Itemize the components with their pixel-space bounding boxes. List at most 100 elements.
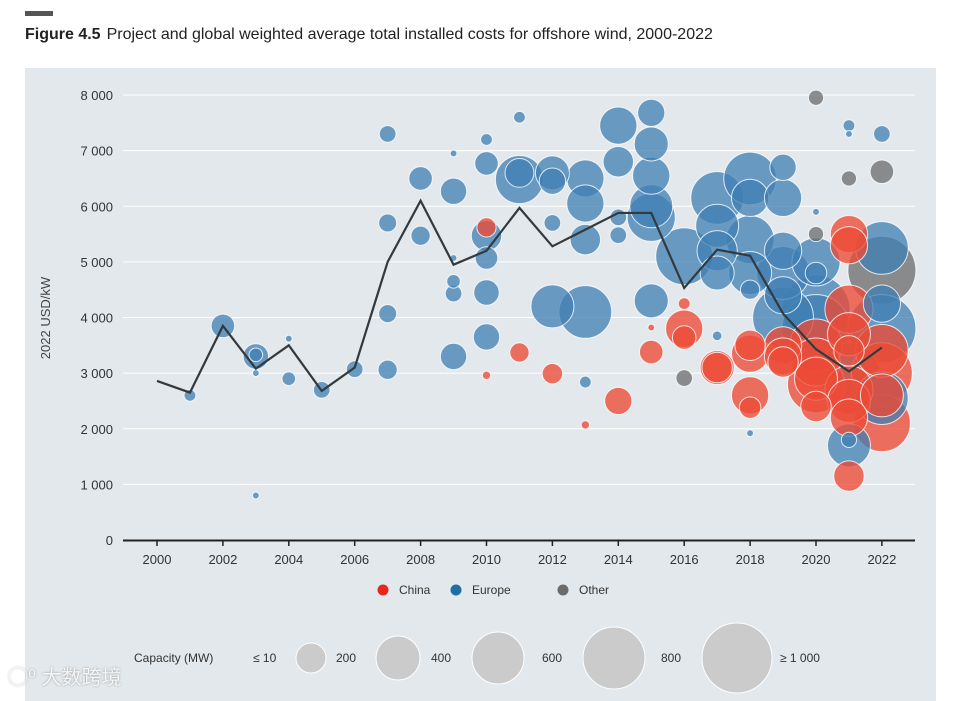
project-bubble-china — [647, 323, 656, 332]
project-bubble-china — [833, 460, 865, 492]
y-tick-label: 5 000 — [80, 255, 113, 270]
project-bubble-europe — [699, 255, 735, 291]
project-bubble-europe — [473, 279, 500, 306]
size-legend-bubble — [701, 622, 773, 694]
size-legend-label: ≥ 1 000 — [780, 651, 820, 665]
project-bubble-europe — [599, 106, 638, 145]
project-bubble-europe — [873, 125, 891, 143]
project-bubble-europe — [769, 153, 797, 181]
project-bubble-europe — [410, 225, 431, 246]
project-bubble-europe — [345, 360, 364, 379]
project-bubble-china — [509, 342, 530, 363]
project-bubble-europe — [439, 342, 468, 371]
x-tick-label: 2008 — [406, 552, 435, 567]
legend: China Europe Other Capacity (MW) ≤ 10 200 400 6… — [134, 583, 820, 694]
project-bubble-europe — [862, 284, 902, 323]
size-legend-bubble — [582, 626, 646, 690]
project-bubble-europe — [439, 177, 468, 205]
project-bubble-europe — [513, 110, 526, 124]
project-bubble-europe — [637, 98, 666, 127]
size-legend-label: 600 — [542, 651, 562, 665]
project-bubble-europe — [730, 178, 770, 218]
x-tick-label: 2020 — [802, 552, 831, 567]
project-bubble-europe — [711, 330, 723, 342]
project-bubble-europe — [251, 491, 260, 500]
y-tick-label: 1 000 — [80, 477, 113, 492]
size-legend-label: 400 — [431, 651, 451, 665]
project-bubble-europe — [812, 207, 820, 216]
weighted-average-line — [156, 198, 883, 394]
project-bubble-china — [767, 346, 799, 378]
project-bubble-europe — [633, 283, 669, 319]
project-bubble-china — [604, 386, 633, 416]
project-bubble-europe — [378, 304, 398, 324]
size-legend-label: 200 — [336, 651, 356, 665]
project-bubble-europe — [632, 156, 671, 195]
project-bubble-europe — [480, 133, 493, 146]
project-bubble-china — [671, 325, 697, 350]
project-bubble-other — [807, 225, 825, 243]
project-bubble-china — [541, 362, 564, 385]
project-bubble-other — [869, 159, 895, 185]
project-bubble-europe — [840, 431, 858, 448]
size-legend-bubble — [375, 635, 421, 681]
x-tick-label: 2012 — [538, 552, 567, 567]
project-bubble-europe — [578, 375, 592, 389]
project-bubble-europe — [609, 208, 628, 227]
project-bubble-china — [677, 297, 691, 310]
x-tick-label: 2004 — [274, 552, 303, 567]
project-bubble-europe — [281, 371, 297, 386]
project-bubble-europe — [842, 119, 856, 132]
figure-number: Figure 4.5 — [25, 26, 101, 43]
y-axis-label: 2022 USD/kW — [38, 276, 53, 359]
project-bubble-china — [859, 373, 904, 418]
y-tick-labels: 0 1 000 2 000 3 000 4 000 5 000 6 000 7 000 8 00… — [80, 88, 113, 548]
project-bubble-europe — [804, 261, 828, 285]
legend-label-europe: Europe — [472, 583, 511, 597]
x-tick-label: 2022 — [867, 552, 896, 567]
project-bubble-china — [833, 335, 865, 367]
project-bubble-europe — [633, 126, 669, 162]
y-tick-label: 2 000 — [80, 422, 113, 437]
project-bubble-europe — [251, 369, 260, 378]
project-bubble-europe — [449, 149, 458, 158]
watermark-logo: ◯⁰ 大数跨境 — [8, 667, 122, 689]
project-bubble-china — [701, 351, 733, 384]
x-tick-label: 2006 — [340, 552, 369, 567]
project-bubble-china — [800, 390, 832, 423]
legend-swatch-other — [557, 584, 569, 596]
y-tick-label: 4 000 — [80, 311, 113, 326]
project-bubble-europe — [763, 276, 803, 315]
legend-label-china: China — [399, 583, 431, 597]
project-bubble-europe — [569, 223, 602, 256]
x-tick-labels: 2000 2002 2004 2006 2008 2010 2012 2014 2016 2018… — [143, 540, 896, 567]
y-tick-label: 6 000 — [80, 199, 113, 214]
size-legend-label: 800 — [661, 651, 681, 665]
y-tick-label: 8 000 — [80, 88, 113, 103]
x-tick-label: 2010 — [472, 552, 501, 567]
project-bubble-other — [840, 170, 858, 187]
size-legend-bubble — [295, 642, 327, 674]
y-tick-label: 0 — [106, 533, 113, 548]
project-bubble-china — [481, 370, 492, 381]
x-tick-label: 2018 — [736, 552, 765, 567]
project-bubble-europe — [530, 284, 575, 329]
project-bubble-china — [638, 339, 664, 365]
project-bubble-europe — [845, 130, 853, 138]
project-bubble-china — [734, 329, 766, 362]
figure-title-text: Project and global weighted average tota… — [106, 26, 713, 43]
size-legend-title: Capacity (MW) — [134, 651, 213, 665]
project-bubble-europe — [538, 167, 567, 195]
figure-title: Figure 4.5 Project and global weighted av… — [25, 26, 713, 44]
project-bubble-china — [738, 396, 762, 419]
size-legend-bubble — [471, 631, 525, 685]
y-tick-label: 3 000 — [80, 366, 113, 381]
size-legend-label: ≤ 10 — [253, 651, 277, 665]
x-tick-label: 2014 — [604, 552, 633, 567]
project-bubble-europe — [474, 151, 499, 176]
project-bubble-china — [580, 420, 591, 430]
legend-swatch-europe — [450, 584, 462, 596]
x-tick-label: 2000 — [143, 552, 172, 567]
project-bubble-europe — [446, 274, 461, 289]
